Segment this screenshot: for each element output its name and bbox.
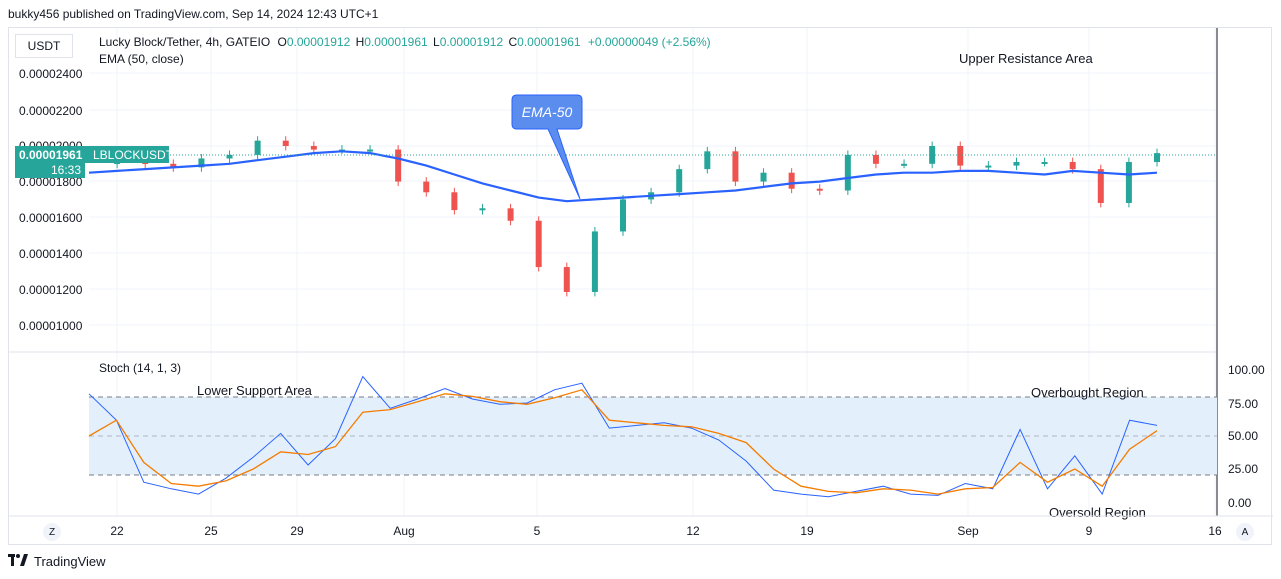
ema-callout-label: EMA-50 xyxy=(522,104,573,120)
candle-down xyxy=(872,154,879,164)
lower-support-label: Lower Support Area xyxy=(197,383,313,398)
candle-down xyxy=(395,149,402,182)
close-label: C xyxy=(508,35,518,49)
stoch-legend[interactable]: Stoch (14, 1, 3) xyxy=(99,361,182,375)
candle-up xyxy=(985,165,992,168)
stoch-tick: 100.00 xyxy=(1228,363,1265,377)
chart-frame[interactable]: EMA-50 Upper Resistance Area Lower Suppo… xyxy=(8,27,1273,546)
stoch-tick: 75.00 xyxy=(1228,397,1258,411)
candle-up xyxy=(844,154,851,191)
stoch-tick: 50.00 xyxy=(1228,429,1258,443)
auto-scale-button[interactable]: A xyxy=(1236,523,1254,541)
candle-down xyxy=(282,140,289,146)
upper-resistance-label: Upper Resistance Area xyxy=(959,51,1093,66)
time-tick: Sep xyxy=(957,524,979,538)
time-tick: 5 xyxy=(534,524,541,538)
candle-up xyxy=(367,149,374,152)
tradingview-brand: TradingView xyxy=(34,553,106,569)
low-value: 0.00001912 xyxy=(439,35,504,49)
price-badge-value: 0.00001961 xyxy=(19,148,83,162)
stoch-tick: 25.00 xyxy=(1228,462,1258,476)
candle-down xyxy=(451,192,458,211)
close-value: 0.00001961 xyxy=(517,35,581,49)
candle-down xyxy=(310,146,317,150)
time-tick: 12 xyxy=(686,524,700,538)
zoom-button[interactable]: Z xyxy=(43,523,61,541)
candle-up xyxy=(704,151,711,170)
price-badge-countdown: 16:33 xyxy=(51,163,81,177)
candle-up xyxy=(760,172,767,182)
published-header: bukky456 published on TradingView.com, S… xyxy=(8,7,379,21)
candle-down xyxy=(732,151,739,182)
candle-up xyxy=(901,163,908,166)
candle-down xyxy=(423,181,430,193)
candle-up xyxy=(1041,162,1048,165)
chart-canvas[interactable]: EMA-50 Upper Resistance Area Lower Suppo… xyxy=(9,28,1273,546)
stoch-k-line xyxy=(88,375,1158,498)
candle-up xyxy=(620,199,626,232)
price-badge: 0.00001961 LBLOCKUSDT 16:33 xyxy=(15,146,174,178)
time-tick: 9 xyxy=(1086,524,1093,538)
candlestick-series xyxy=(114,136,1160,297)
ema-50-line xyxy=(88,150,1158,203)
stoch-d-line xyxy=(88,389,1158,495)
time-tick: 29 xyxy=(290,524,304,538)
price-tick: 0.00001000 xyxy=(19,319,83,333)
candle-down xyxy=(142,162,149,165)
candle-down xyxy=(507,208,514,221)
price-tick: 0.00001200 xyxy=(19,283,83,297)
candle-down xyxy=(1097,169,1104,203)
candle-down xyxy=(535,220,542,268)
open-label: O xyxy=(277,35,287,49)
time-tick: 22 xyxy=(110,524,124,538)
price-axis[interactable]: 0.00002400 0.00002200 0.00002000 0.00001… xyxy=(19,67,83,333)
stoch-tick: 0.00 xyxy=(1228,496,1252,510)
tradingview-logo: TradingView xyxy=(8,553,106,569)
stoch-axis[interactable]: 100.00 75.00 50.00 25.00 0.00 xyxy=(1228,363,1265,510)
candle-up xyxy=(226,154,233,159)
symbol-description: Lucky Block/Tether, 4h, GATEIO xyxy=(99,35,271,49)
candle-up xyxy=(591,231,598,292)
overbought-label: Overbought Region xyxy=(1031,385,1144,400)
candle-up xyxy=(676,169,683,193)
ema-callout: EMA-50 xyxy=(511,94,583,200)
price-badge-ticker: LBLOCKUSDT xyxy=(93,148,174,162)
price-tick: 0.00001800 xyxy=(19,175,83,189)
candle-up xyxy=(479,208,486,211)
candle-up xyxy=(114,162,121,165)
ohlc-legend: Lucky Block/Tether, 4h, GATEIO O0.000019… xyxy=(99,35,711,49)
time-tick: Aug xyxy=(393,524,414,538)
candle-down xyxy=(1069,162,1076,170)
time-tick: 25 xyxy=(204,524,218,538)
candle-down xyxy=(816,188,823,191)
currency-button[interactable]: USDT xyxy=(15,34,73,58)
price-tick: 0.00002400 xyxy=(19,67,83,81)
candle-up xyxy=(254,140,261,155)
time-tick: 19 xyxy=(800,524,814,538)
time-tick: 16 xyxy=(1208,524,1222,538)
candle-up xyxy=(1013,162,1020,166)
candle-up xyxy=(1154,153,1160,163)
candle-down xyxy=(170,163,177,168)
ema-legend[interactable]: EMA (50, close) xyxy=(99,52,184,66)
change-value: +0.00000049 (+2.56%) xyxy=(587,35,711,49)
candle-down xyxy=(563,267,570,292)
candle-down xyxy=(788,172,795,189)
tradingview-logo-icon xyxy=(8,553,28,569)
candle-up xyxy=(1125,162,1132,203)
open-value: 0.00001912 xyxy=(286,35,351,49)
high-value: 0.00001961 xyxy=(364,35,428,49)
price-tick: 0.00002200 xyxy=(19,104,83,118)
oversold-label: Oversold Region xyxy=(1049,505,1146,520)
candle-up xyxy=(198,158,205,168)
price-tick: 0.00001400 xyxy=(19,247,83,261)
price-tick: 0.00001600 xyxy=(19,211,83,225)
high-label: H xyxy=(355,35,365,49)
time-axis[interactable]: 22 25 29 Aug 5 12 19 Sep 9 16 xyxy=(110,524,1222,538)
candle-down xyxy=(957,146,964,166)
low-label: L xyxy=(433,35,440,49)
